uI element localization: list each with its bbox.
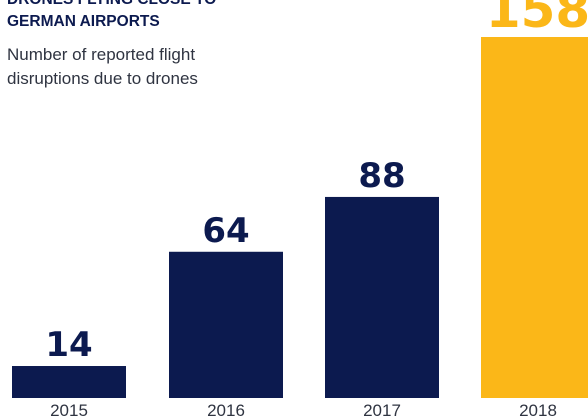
bar-2017 <box>325 196 439 398</box>
x-tick-label-2018: 2018 <box>519 401 557 419</box>
chart-title-line-2: GERMAN AIRPORTS <box>7 13 160 30</box>
value-label-2016: 64 <box>202 211 249 251</box>
chart-subtitle: Number of reported flight disruptions du… <box>7 43 267 91</box>
bar-2016 <box>169 251 283 398</box>
x-tick-label-2015: 2015 <box>50 401 88 419</box>
chart-subtitle-line-1: Number of reported flight <box>7 45 196 64</box>
value-label-2018: 158 <box>486 0 588 39</box>
bar-2015 <box>12 366 126 398</box>
bar-2018 <box>481 37 588 398</box>
chart-title: DRONES FLYING CLOSE TO GERMAN AIRPORTS <box>7 0 307 33</box>
chart-subtitle-line-2: disruptions due to drones <box>7 69 198 88</box>
value-label-2015: 14 <box>45 325 92 365</box>
value-label-2017: 88 <box>358 156 405 196</box>
x-tick-label-2016: 2016 <box>207 401 245 419</box>
x-tick-label-2017: 2017 <box>363 401 401 419</box>
chart-title-line-1: DRONES FLYING CLOSE TO <box>7 0 307 11</box>
